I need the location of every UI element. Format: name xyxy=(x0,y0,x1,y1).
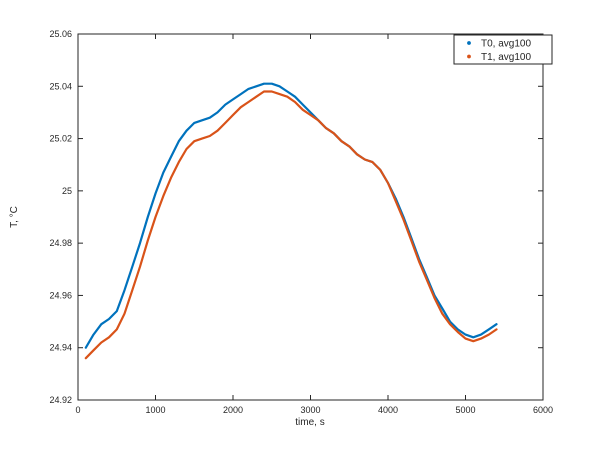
y-tick-label: 24.98 xyxy=(49,238,72,248)
y-tick-label: 25.02 xyxy=(49,134,72,144)
x-axis-label: time, s xyxy=(295,417,324,428)
x-tick-label: 3000 xyxy=(300,405,320,415)
x-tick-label: 1000 xyxy=(145,405,165,415)
y-axis-label: T, °C xyxy=(9,206,20,228)
x-tick-label: 4000 xyxy=(378,405,398,415)
legend-marker-0 xyxy=(467,41,471,45)
y-tick-label: 25.04 xyxy=(49,81,72,91)
series-line-0 xyxy=(84,82,498,349)
x-tick-label: 6000 xyxy=(533,405,553,415)
x-tick-label: 5000 xyxy=(455,405,475,415)
legend-box xyxy=(453,34,553,65)
y-tick-label: 24.94 xyxy=(49,343,72,353)
legend-marker-1 xyxy=(467,54,471,59)
legend-entry-label: T1, avg100 xyxy=(481,52,531,63)
y-tick-label: 25.06 xyxy=(49,29,72,39)
legend-entry-label: T0, avg100 xyxy=(481,39,531,50)
x-tick-label: 2000 xyxy=(223,405,243,415)
y-tick-label: 24.92 xyxy=(49,395,72,405)
x-tick-label: 0 xyxy=(75,405,80,415)
y-tick-label: 24.96 xyxy=(49,290,72,300)
y-tick-label: 25 xyxy=(62,186,72,196)
series-line-1 xyxy=(84,90,498,360)
